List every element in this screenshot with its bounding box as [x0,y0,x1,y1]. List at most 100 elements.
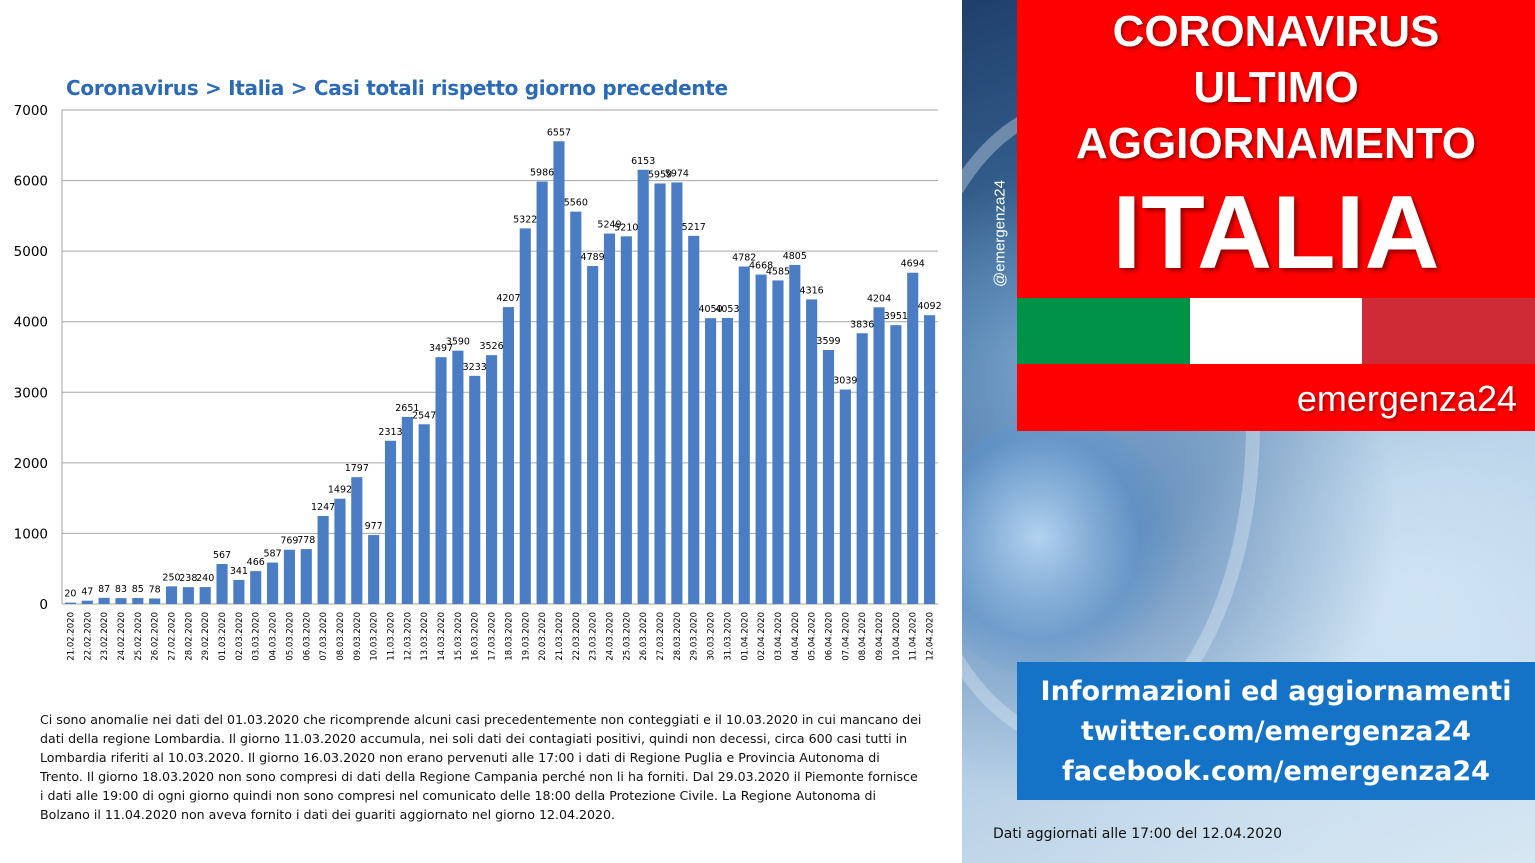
data-label: 20 [64,589,76,600]
brand-name: emergenza24 [1296,378,1517,419]
data-label: 4053 [715,304,739,315]
bar [199,587,211,604]
x-tick-label: 05.04.2020 [808,612,818,661]
bar [789,264,801,604]
bar [267,562,279,604]
data-label: 5560 [564,198,588,209]
y-tick-label: 5000 [14,244,48,260]
data-label: 3233 [463,362,487,373]
banner-line-aggiornamento: AGGIORNAMENTO [1075,119,1477,168]
banner-line-coronavirus: CORONAVIRUS [1112,7,1440,56]
chart-title: Coronavirus > Italia > Casi totali rispe… [66,76,728,100]
x-tick-label: 15.03.2020 [454,612,464,661]
italian-flag [1017,298,1535,364]
bar [351,477,363,604]
bar [570,211,582,604]
data-label: 238 [179,573,197,584]
bar [149,598,161,604]
bar [519,228,531,604]
flag-green-stripe [1017,298,1190,364]
x-tick-label: 08.04.2020 [858,612,868,661]
bar [603,233,616,605]
facebook-link[interactable]: facebook.com/emergenza24 [1062,756,1490,787]
data-label: 85 [132,584,144,595]
bar [334,498,346,604]
bar [81,600,93,604]
x-tick-label: 02.03.2020 [235,612,245,661]
data-label: 5210 [614,222,638,233]
data-label: 778 [297,535,315,546]
data-label: 3590 [446,337,470,348]
data-label: 4207 [496,293,520,304]
bar [890,325,902,604]
data-label: 2313 [378,427,402,438]
x-tick-label: 06.03.2020 [302,612,312,661]
data-label: 83 [115,584,127,595]
bar [806,299,818,604]
bar [738,266,750,604]
data-label: 567 [213,550,231,561]
x-tick-label: 23.02.2020 [100,612,110,661]
bar [620,236,632,604]
x-tick-label: 09.04.2020 [875,612,885,661]
updated-timestamp: Dati aggiornati alle 17:00 del 12.04.202… [993,826,1283,842]
banner-line-ultimo: ULTIMO [1193,63,1359,112]
x-tick-label: 12.03.2020 [403,612,413,661]
data-label: 4694 [901,259,925,270]
data-label: 5322 [513,214,537,225]
x-tick-label: 13.03.2020 [420,612,430,661]
data-label: 6153 [631,156,655,167]
x-tick-label: 03.03.2020 [252,612,262,661]
bar [587,266,599,604]
data-label: 3951 [884,311,908,322]
data-anomaly-note: Ci sono anomalie nei dati del 01.03.2020… [40,712,922,822]
twitter-link[interactable]: twitter.com/emergenza24 [1081,716,1471,747]
x-tick-label: 06.04.2020 [825,612,835,661]
handle-text: @emergenza24 [991,180,1009,287]
bar [401,416,413,604]
data-label: 4585 [766,266,790,277]
x-tick-label: 09.03.2020 [353,612,363,661]
data-label: 6557 [547,127,571,138]
x-tick-label: 03.04.2020 [774,612,784,661]
bar [772,280,784,604]
x-tick-label: 02.04.2020 [757,612,767,661]
data-label: 87 [98,584,110,595]
x-tick-label: 29.02.2020 [201,612,211,661]
bar [688,235,700,604]
bar [924,315,936,604]
bar [839,389,851,604]
bar [469,375,481,604]
x-tick-label: 31.03.2020 [723,612,733,661]
x-tick-label: 08.03.2020 [336,612,346,661]
bar [64,602,76,604]
data-label: 4204 [867,293,891,304]
bar [637,169,649,605]
data-label: 5959 [648,169,672,180]
y-tick-label: 1000 [14,526,48,542]
y-tick-label: 6000 [14,174,48,190]
data-label: 2547 [412,410,436,421]
x-tick-label: 17.03.2020 [488,612,498,661]
brand-bar: emergenza24 [1017,364,1535,431]
x-tick-label: 01.03.2020 [218,612,228,661]
bar [873,307,885,604]
x-tick-label: 23.03.2020 [589,612,599,661]
x-tick-label: 07.03.2020 [319,612,329,661]
chart-panel: Coronavirus > Italia > Casi totali rispe… [13,76,942,822]
x-tick-label: 30.03.2020 [707,612,717,661]
bar [368,535,380,604]
x-tick-label: 21.02.2020 [66,612,76,661]
bar [300,549,312,604]
x-tick-label: 25.02.2020 [134,612,144,661]
x-tick-label: 07.04.2020 [841,612,851,661]
data-label: 977 [365,521,383,532]
x-tick-label: 18.03.2020 [504,612,514,661]
x-tick-label: 27.02.2020 [168,612,178,661]
data-label: 3599 [816,336,840,347]
x-tick-label: 24.03.2020 [606,612,616,661]
x-axis: 21.02.2020 22.02.2020 23.02.2020 24.02.2020… [66,612,935,661]
data-label: 3526 [479,341,503,352]
x-tick-label: 26.03.2020 [639,612,649,661]
